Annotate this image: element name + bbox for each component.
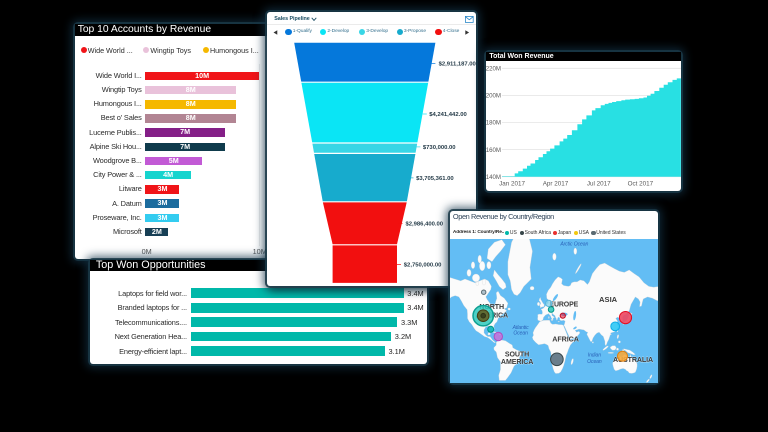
svg-text:AMERICA: AMERICA: [501, 358, 533, 366]
svg-text:AUSTRALIA: AUSTRALIA: [613, 356, 653, 364]
svg-text:$2,911,187.00: $2,911,187.00: [439, 61, 476, 67]
svg-text:$3,705,361.00: $3,705,361.00: [416, 176, 454, 182]
svg-text:Arctic Ocean: Arctic Ocean: [560, 241, 589, 247]
svg-text:Ocean: Ocean: [514, 330, 529, 336]
svg-text:Oct 2017: Oct 2017: [628, 181, 654, 188]
svg-text:Ocean: Ocean: [587, 359, 602, 365]
svg-text:$2,986,400.00: $2,986,400.00: [406, 221, 444, 227]
svg-text:Apr 2017: Apr 2017: [543, 181, 569, 188]
svg-text:180M: 180M: [486, 120, 501, 127]
svg-text:EUROPE: EUROPE: [550, 301, 579, 308]
svg-text:200M: 200M: [486, 93, 501, 100]
svg-text:Jan 2017: Jan 2017: [500, 181, 526, 188]
svg-text:SOUTH: SOUTH: [505, 350, 529, 358]
svg-text:$4,241,442.00: $4,241,442.00: [429, 112, 467, 118]
svg-text:$730,000.00: $730,000.00: [423, 145, 456, 151]
svg-text:140M: 140M: [486, 174, 501, 181]
svg-text:NORTH: NORTH: [480, 303, 505, 311]
svg-text:Indian: Indian: [588, 352, 602, 358]
svg-text:Jul 2017: Jul 2017: [587, 181, 611, 188]
svg-text:ASIA: ASIA: [599, 295, 618, 304]
svg-text:$2,750,000.00: $2,750,000.00: [404, 262, 442, 268]
svg-text:220M: 220M: [486, 66, 501, 73]
svg-text:AFRICA: AFRICA: [553, 334, 580, 343]
svg-text:160M: 160M: [486, 147, 501, 154]
svg-text:Atlantic: Atlantic: [512, 324, 529, 330]
